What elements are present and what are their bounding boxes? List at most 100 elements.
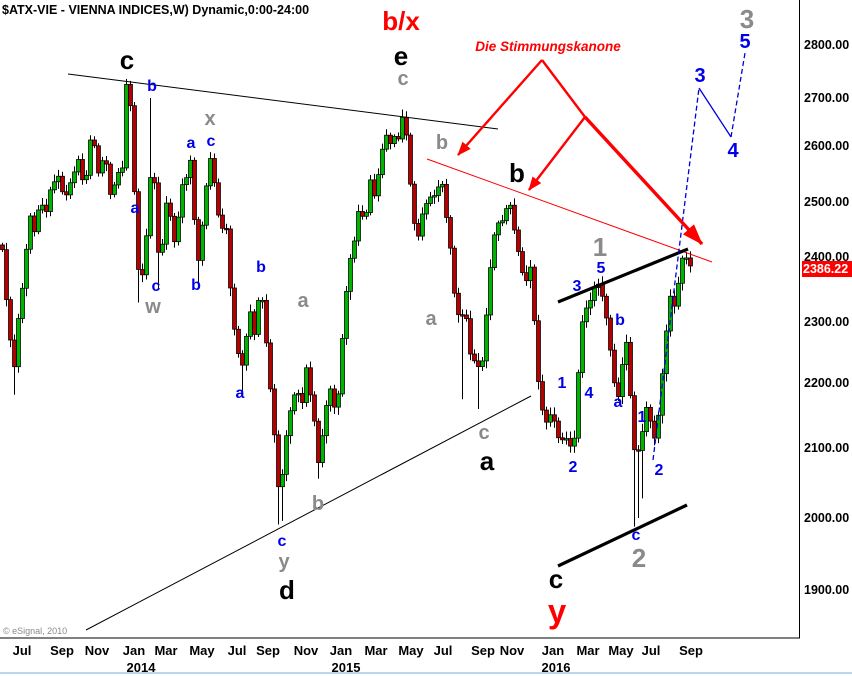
wave-label-e: e [393,41,409,71]
candle-down [648,406,653,422]
candle-down [360,211,365,217]
wave-label-a: a [297,290,309,312]
candle-down [396,136,401,140]
candle-up [392,136,397,144]
candle-up [144,235,149,276]
price-tick-label: 2800.00 [804,38,850,52]
candle-up [352,240,357,259]
candle-down [268,342,273,390]
candle-down [688,257,693,267]
candle-down [140,269,145,276]
candle-up [52,181,57,191]
candle-up [68,182,73,196]
candle-up [244,335,249,366]
annotation-arrow [528,116,586,191]
candle-down [604,295,609,319]
candle-up [620,364,625,398]
candle-up [148,177,153,237]
candle-down [312,394,317,422]
trendline[interactable] [426,158,713,263]
candle-up [320,435,325,463]
wave-label-1: 1 [637,409,647,426]
candle-down [0,244,5,251]
candle-down [108,163,113,195]
projection-line[interactable] [698,87,732,138]
candle-up [424,203,429,215]
year-tick-label: 2014 [126,660,156,675]
candle-up [420,213,425,237]
chart-title: $ATX-VIE - VIENNA INDICES,W) Dynamic,0:0… [2,3,310,17]
month-tick-label: Jul [641,643,661,658]
candle-up [100,160,105,174]
candle-up [296,393,301,396]
candle-down [636,449,641,452]
candle-down [448,217,453,249]
candle-down [316,420,321,463]
wave-label-c: c [119,45,135,75]
month-tick-label: Jul [12,643,32,658]
year-tick-label: 2016 [541,660,571,675]
month-tick-label: May [398,643,424,658]
candle-up [376,174,381,197]
month-tick-label: May [608,643,634,658]
wave-label-b: b [191,277,201,294]
chart-canvas[interactable] [0,0,800,641]
candle-down [532,266,537,322]
candle-down [196,219,201,261]
trendline[interactable] [557,503,688,568]
candle-down [628,341,633,397]
candle-up [400,116,405,140]
candle-down [476,360,481,368]
projection-line[interactable] [652,87,700,461]
wave-label-a: a [186,135,196,152]
candle-up [24,248,29,289]
candle-up [180,184,185,218]
month-tick-label: Nov [84,643,110,658]
wave-label-b: b [615,312,625,329]
wave-label-d: d [279,575,295,605]
wave-label-a: a [425,308,437,330]
candle-up [284,435,289,475]
wave-label-c: c [151,278,161,295]
candle-down [472,353,477,362]
esignal-watermark: © eSignal, 2010 [3,626,68,636]
wave-label-y: y [547,592,567,630]
candle-up [676,282,681,307]
candle-down [232,287,237,330]
candle-down [412,183,417,224]
trendline[interactable] [67,73,499,130]
candle-up [576,372,581,439]
candle-up [280,474,285,488]
candle-down [612,349,617,384]
month-tick-label: Mar [576,643,600,658]
wave-label-4: 4 [727,140,739,162]
candle-up [380,148,385,175]
trendline[interactable] [85,395,532,631]
candle-up [564,438,569,441]
candle-up [72,171,77,184]
trendline[interactable] [557,247,689,304]
candle-up [288,410,293,437]
candle-down [300,393,305,403]
candle-down [632,395,637,451]
candle-down [80,159,85,181]
price-tick-label: 2300.00 [804,315,850,329]
price-tick-label: 2700.00 [804,91,850,105]
candle-up [344,291,349,339]
candle-down [444,183,449,218]
annotation-arrow [457,59,543,156]
candle-down [216,182,221,216]
candle-up [492,234,497,268]
projection-line[interactable] [730,52,746,138]
wave-label-3: 3 [694,65,706,87]
candle-up [508,204,513,209]
candle-up [364,212,369,217]
candle-up [504,208,509,222]
candle-down [560,437,565,441]
candle-down [388,134,393,144]
candle-up [356,211,361,242]
wave-label-5: 5 [596,260,606,277]
candle-up [528,266,533,282]
wave-label-3: 3 [739,4,755,34]
wave-label-y: y [278,551,290,573]
